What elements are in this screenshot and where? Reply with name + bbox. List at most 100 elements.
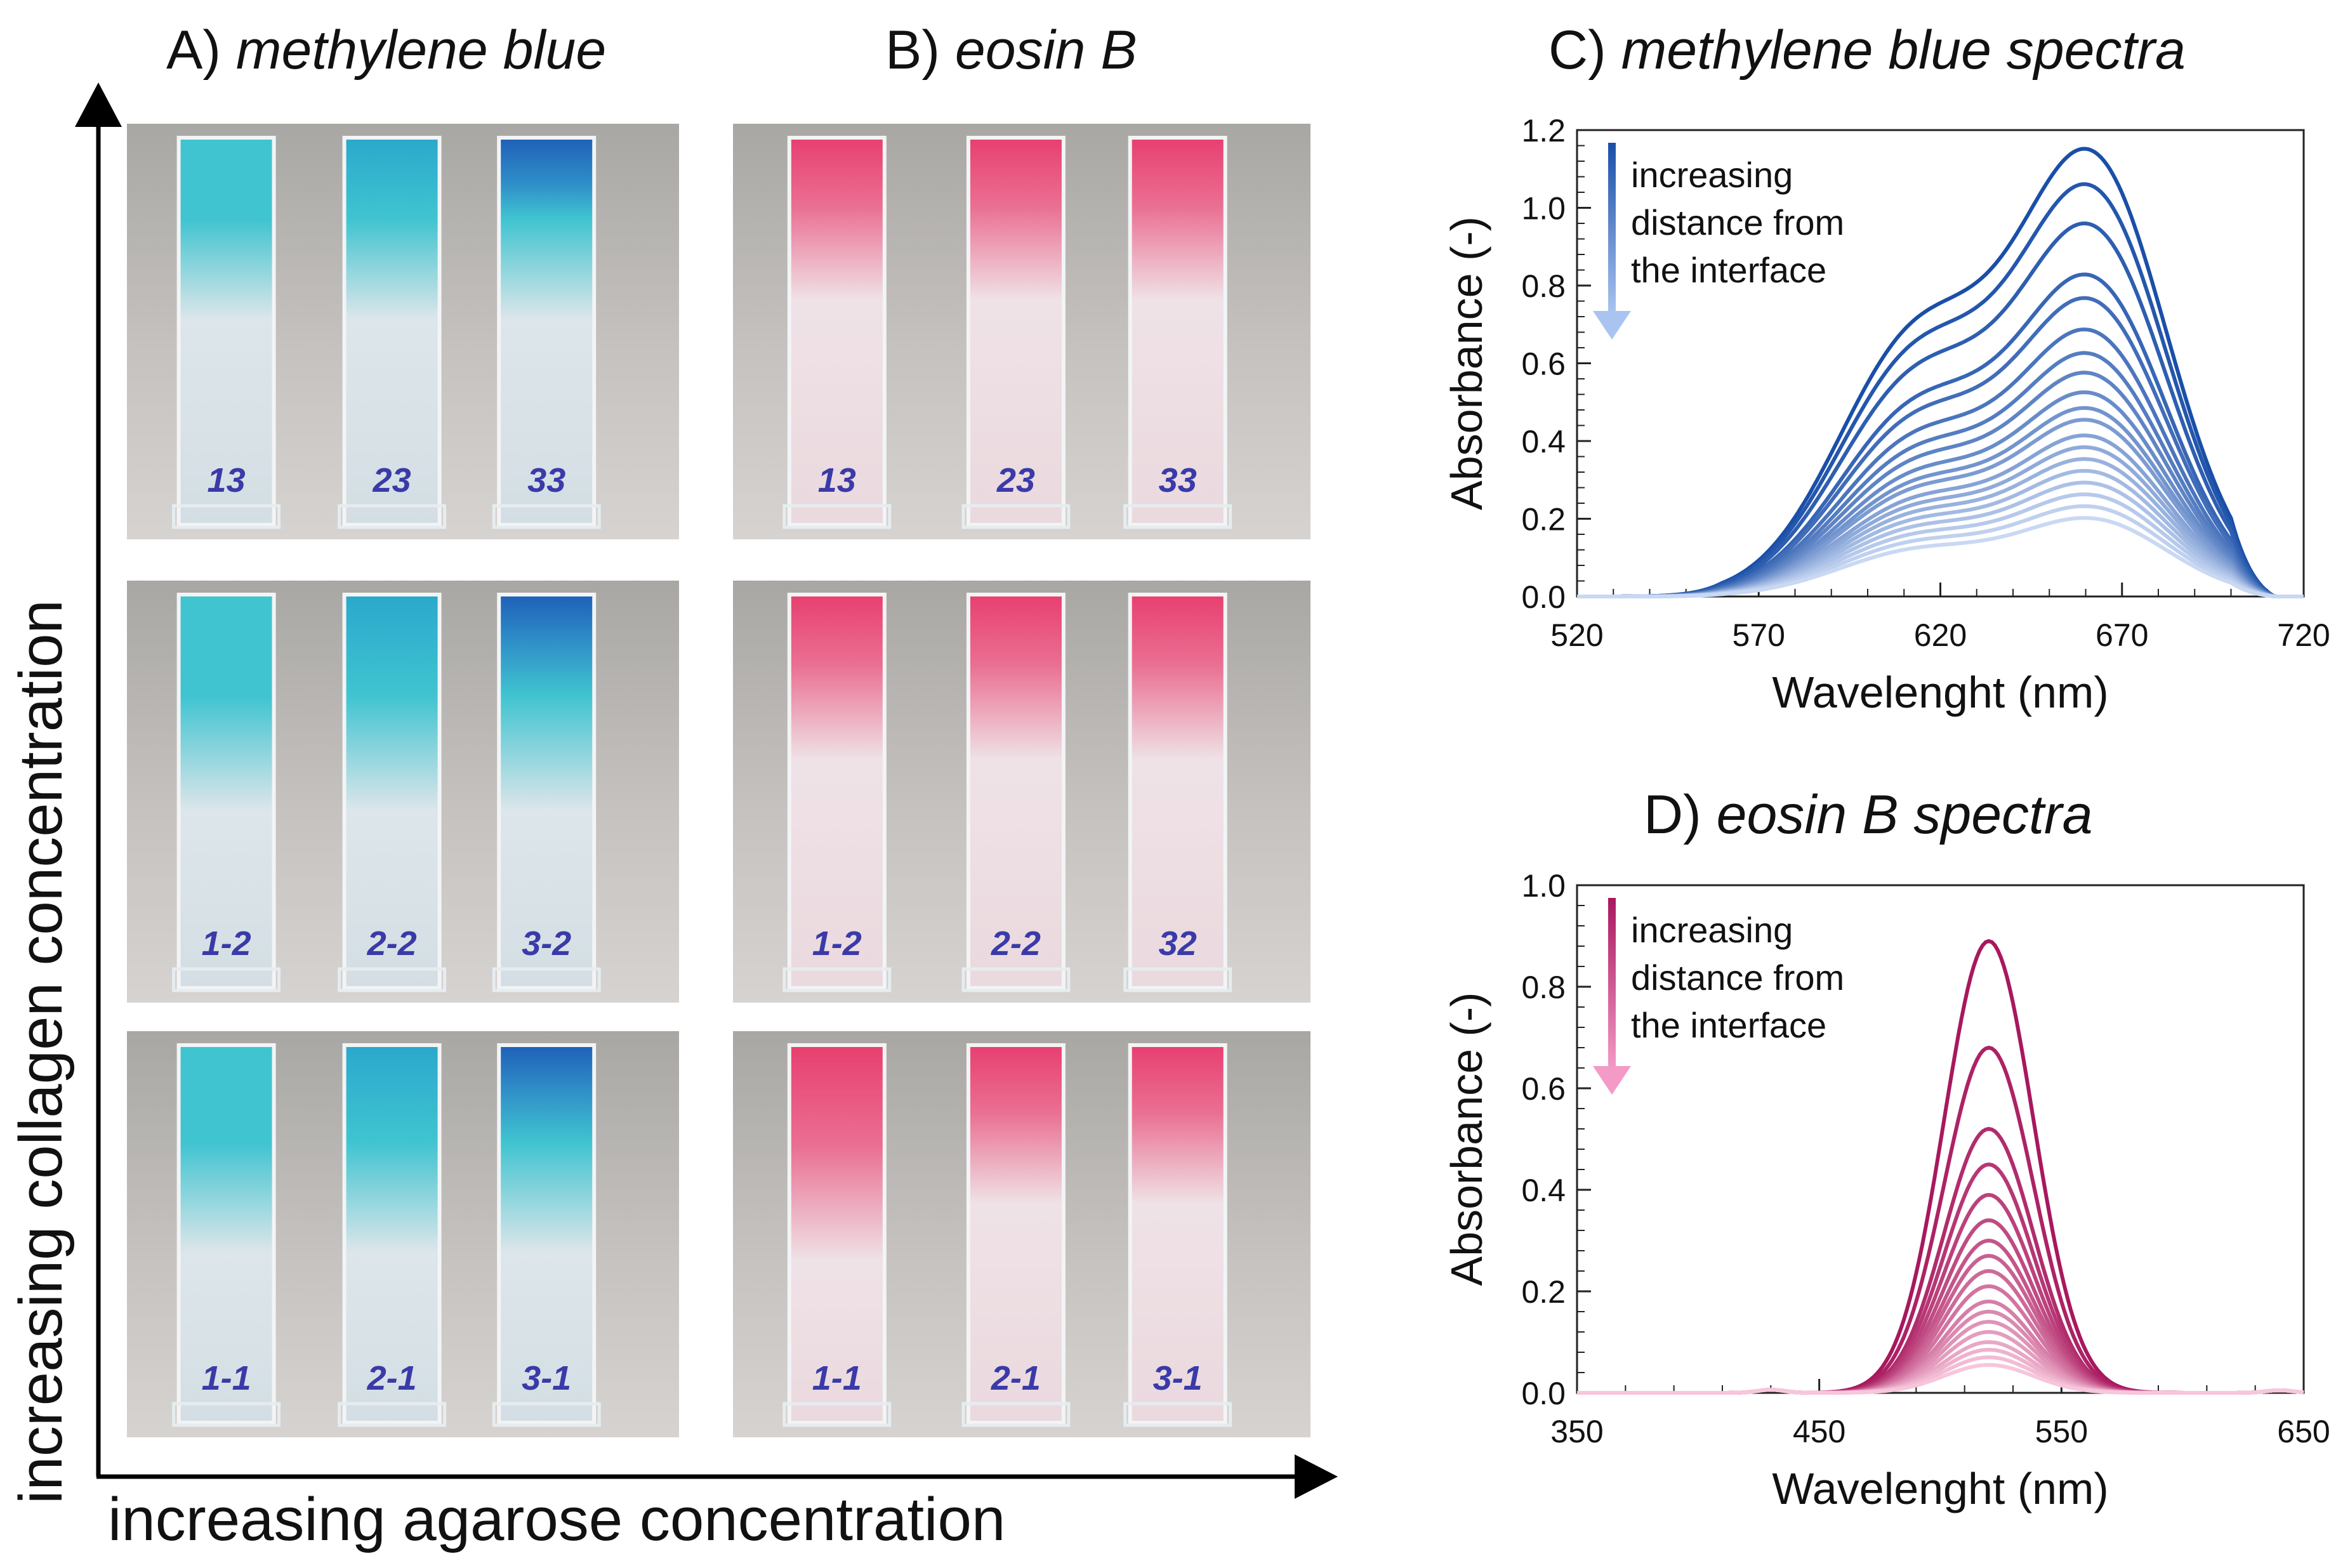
y-tick-label: 0.0 bbox=[1521, 1376, 1566, 1411]
cuvette bbox=[966, 1043, 1066, 1425]
agarose-axis-arrowhead bbox=[1295, 1454, 1338, 1499]
panel-a-title: A) methylene blue bbox=[166, 20, 607, 81]
cuvette-label: 13 bbox=[818, 461, 856, 499]
cuvette bbox=[966, 593, 1066, 990]
x-tick-label: 520 bbox=[1550, 617, 1603, 653]
cuvette-base bbox=[1123, 504, 1232, 529]
cuvette-base bbox=[492, 504, 601, 529]
cuvette bbox=[342, 136, 442, 527]
x-tick-label: 570 bbox=[1733, 617, 1785, 653]
cuvette bbox=[787, 136, 887, 527]
cuvette bbox=[497, 593, 597, 990]
cuvette-base bbox=[782, 1402, 892, 1427]
x-axis-label: Wavelenght (nm) bbox=[1772, 668, 2108, 717]
cuvette-label: 2-2 bbox=[367, 925, 417, 963]
cuvette bbox=[1128, 1043, 1227, 1425]
cuvette bbox=[1128, 136, 1227, 527]
cuvette-label: 13 bbox=[208, 461, 246, 499]
annotation-text: the interface bbox=[1631, 1005, 1826, 1045]
cuvette-base bbox=[338, 1402, 447, 1427]
panel-d-title: D) eosin B spectra bbox=[1644, 784, 2093, 845]
annotation-text: increasing bbox=[1631, 155, 1793, 195]
y-tick-label: 0.4 bbox=[1521, 1173, 1566, 1208]
x-tick-label: 670 bbox=[2096, 617, 2148, 653]
x-tick-label: 720 bbox=[2277, 617, 2330, 653]
annotation-arrow-shaft bbox=[1608, 143, 1616, 314]
cuvette-base bbox=[782, 967, 892, 992]
cuvette-label: 1-1 bbox=[812, 1359, 862, 1397]
cuvette bbox=[787, 1043, 887, 1425]
cuvette-label: 1-2 bbox=[812, 925, 862, 963]
cuvette-label: 3-1 bbox=[522, 1359, 571, 1397]
x-tick-label: 650 bbox=[2277, 1414, 2330, 1449]
cuvette-base bbox=[338, 967, 447, 992]
y-tick-label: 0.4 bbox=[1521, 424, 1566, 459]
x-tick-label: 620 bbox=[1914, 617, 1967, 653]
cuvette bbox=[176, 1043, 276, 1425]
y-tick-label: 0.2 bbox=[1521, 1274, 1566, 1310]
cuvette-label: 2-2 bbox=[991, 925, 1041, 963]
annotation-arrow-shaft bbox=[1608, 898, 1616, 1069]
annotation-text: distance from bbox=[1631, 202, 1844, 242]
cuvette-base bbox=[1123, 1402, 1232, 1427]
cuvette-label: 3-1 bbox=[1153, 1359, 1203, 1397]
x-tick-label: 350 bbox=[1550, 1414, 1603, 1449]
cuvette-base bbox=[172, 967, 281, 992]
cuvette bbox=[497, 1043, 597, 1425]
cuvette bbox=[787, 593, 887, 990]
panel-c-title: C) methylene blue spectra bbox=[1548, 20, 2186, 81]
cuvette-base bbox=[338, 504, 447, 529]
cuvette bbox=[342, 1043, 442, 1425]
cuvette bbox=[176, 136, 276, 527]
x-tick-label: 550 bbox=[2035, 1414, 2088, 1449]
cuvette-base bbox=[1123, 967, 1232, 992]
cuvette bbox=[342, 593, 442, 990]
cuvette bbox=[1128, 593, 1227, 990]
cuvette-label: 32 bbox=[1159, 925, 1197, 963]
cuvette-label: 3-2 bbox=[522, 925, 571, 963]
cuvette bbox=[966, 136, 1066, 527]
spectrum-series-line bbox=[1577, 1362, 2304, 1395]
cuvette-base bbox=[172, 1402, 281, 1427]
spectrum-series-line bbox=[1577, 516, 2304, 598]
cuvette-base bbox=[172, 504, 281, 529]
cuvette-label: 23 bbox=[373, 461, 411, 499]
cuvette bbox=[497, 136, 597, 527]
y-tick-label: 1.0 bbox=[1521, 868, 1566, 904]
annotation-text: distance from bbox=[1631, 958, 1844, 998]
cuvette bbox=[176, 593, 276, 990]
y-axis-label: Absorbance (-) bbox=[1442, 992, 1491, 1286]
cuvette-base bbox=[961, 504, 1071, 529]
x-tick-label: 450 bbox=[1793, 1414, 1845, 1449]
y-tick-label: 0.6 bbox=[1521, 1071, 1566, 1107]
cuvette-base bbox=[782, 504, 892, 529]
cuvette-base bbox=[961, 967, 1071, 992]
y-tick-label: 0.8 bbox=[1521, 970, 1566, 1005]
y-axis-label: Absorbance (-) bbox=[1442, 216, 1491, 510]
y-tick-label: 1.0 bbox=[1521, 191, 1566, 227]
annotation-arrow-head bbox=[1593, 1066, 1631, 1095]
y-tick-label: 0.0 bbox=[1521, 579, 1566, 615]
cuvette-label: 1-1 bbox=[202, 1359, 251, 1397]
annotation-text: increasing bbox=[1631, 910, 1793, 950]
cuvette-label: 33 bbox=[1159, 461, 1197, 499]
cuvette-label: 23 bbox=[996, 461, 1035, 499]
y-tick-label: 0.8 bbox=[1521, 268, 1566, 304]
cuvette-label: 2-1 bbox=[991, 1359, 1041, 1397]
cuvette-label: 1-2 bbox=[202, 925, 251, 963]
panel-b-title: B) eosin B bbox=[885, 20, 1137, 81]
cuvette-base bbox=[961, 1402, 1071, 1427]
y-tick-label: 0.2 bbox=[1521, 502, 1566, 537]
cuvette-base bbox=[492, 967, 601, 992]
cuvette-label: 33 bbox=[527, 461, 565, 499]
collagen-axis-arrowhead bbox=[75, 82, 122, 127]
y-tick-label: 0.6 bbox=[1521, 346, 1566, 382]
cuvette-label: 2-1 bbox=[367, 1359, 417, 1397]
plot-frame bbox=[1576, 884, 2305, 1394]
x-axis-label: Wavelenght (nm) bbox=[1772, 1464, 2108, 1513]
annotation-arrow-head bbox=[1593, 311, 1631, 339]
cuvette-base bbox=[492, 1402, 601, 1427]
